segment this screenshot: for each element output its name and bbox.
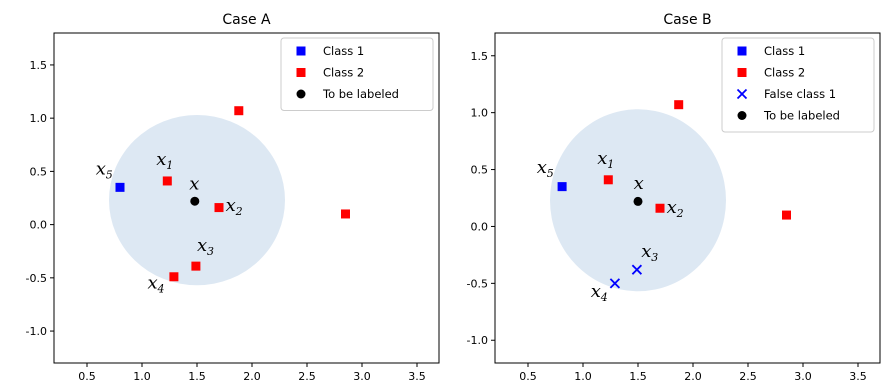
x-tick-label: 0.5	[519, 370, 537, 383]
data-point	[609, 278, 621, 289]
x-tick-label: 2.0	[684, 370, 702, 383]
legend-marker	[737, 46, 747, 56]
point-label-subscript: 4	[600, 291, 608, 304]
data-point	[191, 261, 201, 271]
x-tick-label: 3.5	[849, 370, 867, 383]
y-tick-label: 0.0	[30, 219, 48, 232]
legend-box	[280, 37, 434, 111]
y-tick-label: -1.0	[467, 334, 488, 347]
y-tick-label: 1.0	[471, 107, 489, 120]
point-label: x	[148, 272, 158, 293]
y-tick-label: -0.5	[26, 272, 47, 285]
axes-frame	[494, 32, 881, 364]
point-label-subscript: 1	[607, 158, 614, 171]
point-label: x	[226, 195, 236, 216]
data-point	[169, 272, 179, 282]
x-tick-label: 3.5	[408, 370, 426, 383]
legend-label: Class 2	[323, 66, 364, 80]
legend-marker	[296, 68, 306, 77]
point-label: x	[156, 149, 166, 170]
point-label-subscript: 2	[676, 207, 684, 220]
point-label-subscript: 2	[235, 205, 243, 218]
point-label: x	[634, 173, 644, 194]
x-tick-label: 3.0	[353, 370, 371, 383]
x-tick-label: 0.5	[78, 370, 96, 383]
point-label: x	[591, 281, 601, 302]
point-label: x	[96, 159, 106, 180]
x-tick-label: 2.5	[739, 370, 757, 383]
legend-label: To be labeled	[763, 109, 840, 123]
data-point	[234, 106, 244, 116]
x-tick-label: 2.5	[298, 370, 316, 383]
data-point	[341, 209, 350, 219]
legend-marker	[296, 89, 306, 99]
y-tick-label: 0.5	[471, 164, 489, 177]
data-point	[782, 210, 791, 220]
x-tick-label: 1.5	[188, 370, 206, 383]
legend-marker	[736, 88, 748, 100]
data-point-stroke-2	[631, 264, 643, 275]
y-tick-label: 1.0	[30, 112, 48, 125]
legend-label: To be labeled	[322, 87, 399, 101]
x-tick-label: 1.5	[629, 370, 647, 383]
point-label: x	[537, 157, 547, 178]
point-label: x	[597, 148, 607, 169]
legend-marker	[296, 46, 306, 56]
data-point-stroke-2	[609, 278, 621, 289]
data-point	[214, 203, 224, 213]
x-tick-label: 3.0	[794, 370, 812, 383]
y-tick-label: 0.0	[471, 220, 489, 233]
data-point	[633, 196, 643, 206]
legend-marker	[737, 68, 747, 77]
data-point	[162, 176, 172, 186]
legend-label: Class 1	[323, 44, 364, 58]
x-tick-label: 1.0	[574, 370, 592, 383]
point-label-subscript: 1	[166, 159, 173, 172]
point-label: x	[189, 173, 199, 194]
legend-label: Class 2	[764, 66, 805, 80]
panel-a: 0.5 1.0 1.5 2.0 2.5 3.0 3.5 -1.0 -0.5 0.0 0.5 1.0 1.…	[26, 12, 440, 383]
x-tick-label: 1.0	[133, 370, 151, 383]
data-point	[674, 100, 684, 110]
legend: Class 1 Class 2 To be labeled	[280, 37, 434, 111]
y-tick-label: 1.5	[30, 59, 48, 72]
legend: Class 1 Class 2 False class 1 To be labeled	[721, 37, 875, 133]
axes-frame	[53, 32, 440, 364]
x-tick-label: 2.0	[243, 370, 261, 383]
data-point	[655, 203, 665, 213]
data-point	[603, 175, 613, 185]
panel-b: 0.5 1.0 1.5 2.0 2.5 3.0 3.5 -1.0 -0.5 0.0 0.5 1.0 1.…	[467, 12, 881, 383]
point-label: x	[641, 241, 651, 262]
point-label-subscript: 5	[106, 169, 113, 182]
legend-marker-stroke-2	[736, 88, 748, 100]
data-point	[115, 182, 125, 192]
point-label-subscript: 3	[651, 251, 658, 264]
y-tick-label: 0.5	[30, 165, 48, 178]
data-point	[190, 196, 200, 206]
legend-label: False class 1	[764, 87, 836, 101]
point-label-subscript: 5	[547, 167, 554, 180]
legend-marker	[737, 111, 747, 120]
data-point	[631, 264, 643, 275]
y-tick-label: -0.5	[467, 277, 488, 290]
legend-box	[721, 37, 875, 133]
y-tick-label: 1.5	[471, 50, 489, 63]
point-label-subscript: 4	[157, 282, 165, 295]
chart-title: Case A	[222, 12, 271, 28]
data-point	[557, 182, 567, 192]
point-label-subscript: 3	[207, 245, 214, 258]
chart-title: Case B	[663, 12, 711, 28]
y-tick-label: -1.0	[26, 325, 47, 338]
legend-label: Class 1	[764, 44, 805, 58]
point-label: x	[667, 197, 677, 218]
point-label: x	[197, 235, 207, 256]
